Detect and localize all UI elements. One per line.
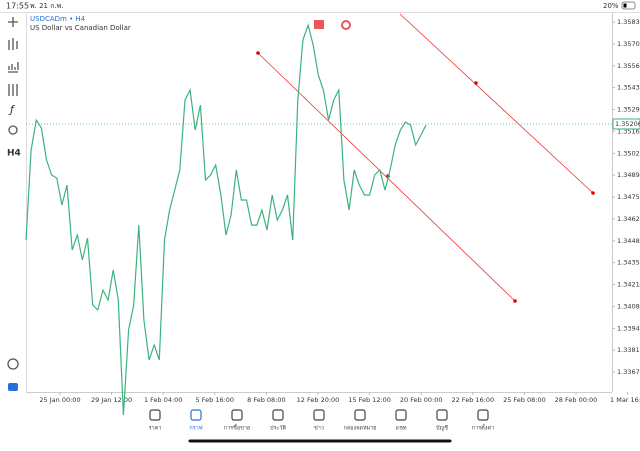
x-tick-label: 15 Feb 12:00 bbox=[348, 396, 391, 404]
y-tick-label: 1.35835 bbox=[617, 18, 640, 26]
tab-label[interactable]: การซื้อขาย bbox=[224, 424, 250, 432]
status-date: พ. 21 ก.พ. bbox=[30, 2, 64, 10]
tab-icon[interactable] bbox=[436, 409, 448, 421]
chart-type-tool[interactable] bbox=[8, 38, 18, 50]
x-tick-label: 12 Feb 20:00 bbox=[297, 396, 340, 404]
trend-point bbox=[513, 299, 517, 303]
tab-icon[interactable] bbox=[313, 409, 325, 421]
status-battery: 20% bbox=[603, 2, 619, 10]
y-tick-label: 1.33810 bbox=[617, 346, 640, 354]
tab-icon[interactable] bbox=[231, 409, 243, 421]
alert-tool[interactable] bbox=[7, 358, 19, 370]
volume-tool[interactable] bbox=[8, 62, 19, 73]
y-tick-label: 1.35295 bbox=[617, 106, 640, 114]
tab-label[interactable]: การตั้งค่า bbox=[472, 424, 494, 432]
left-toolbar: ƒ H4 bbox=[7, 17, 21, 391]
price-line bbox=[25, 23, 427, 416]
tab-icon[interactable] bbox=[395, 409, 407, 421]
x-tick-label: 29 Jan 12:00 bbox=[91, 396, 132, 404]
y-tick-label: 1.34215 bbox=[617, 281, 640, 289]
objects-tool[interactable] bbox=[8, 125, 18, 135]
y-tick-label: 1.35700 bbox=[617, 40, 640, 48]
x-tick-label: 25 Jan 00:00 bbox=[39, 396, 80, 404]
trade-marker[interactable] bbox=[341, 20, 351, 30]
tab-label[interactable]: ราคา bbox=[149, 426, 162, 432]
y-tick-label: 1.34890 bbox=[617, 171, 640, 179]
crosshair-tool[interactable] bbox=[8, 17, 18, 27]
tab-icon[interactable] bbox=[190, 409, 202, 421]
tab-icon[interactable] bbox=[477, 409, 489, 421]
battery-level bbox=[623, 3, 627, 8]
tab-icon[interactable] bbox=[272, 409, 284, 421]
y-tick-label: 1.33945 bbox=[617, 324, 640, 332]
trend-point bbox=[591, 191, 595, 195]
current-price-tag bbox=[612, 118, 640, 130]
y-tick-label: 1.34485 bbox=[617, 237, 640, 245]
y-tick-label: 1.33675 bbox=[617, 368, 640, 376]
y-tick-label: 1.35565 bbox=[617, 62, 640, 70]
x-tick-label: 5 Feb 16:00 bbox=[196, 396, 235, 404]
y-tick-label: 1.35160 bbox=[617, 127, 640, 135]
tab-icon[interactable] bbox=[149, 409, 161, 421]
chart-symbol: USDCADm • H4 bbox=[30, 15, 86, 23]
tab-icon[interactable] bbox=[354, 409, 366, 421]
status-time: 17:55 bbox=[6, 2, 29, 11]
trend-point bbox=[474, 81, 478, 85]
trade-marker[interactable] bbox=[314, 20, 324, 29]
x-tick-label: 8 Feb 08:00 bbox=[247, 396, 286, 404]
x-tick-label: 25 Feb 08:00 bbox=[503, 396, 546, 404]
chart-description: US Dollar vs Canadian Dollar bbox=[30, 24, 131, 32]
battery-icon bbox=[621, 1, 636, 10]
y-tick-label: 1.34350 bbox=[617, 259, 640, 267]
tab-label[interactable]: ประวัติ bbox=[270, 425, 286, 432]
indicators-tool[interactable]: ƒ bbox=[8, 103, 16, 116]
settings-tool[interactable] bbox=[8, 84, 18, 96]
tab-label[interactable]: บัญชี bbox=[436, 425, 448, 432]
x-tick-label: 28 Feb 00:00 bbox=[555, 396, 598, 404]
tab-label[interactable]: กราฟ bbox=[189, 425, 202, 432]
x-tick-label: 22 Feb 16:00 bbox=[451, 396, 494, 404]
y-tick-label: 1.34620 bbox=[617, 215, 640, 223]
current-price-label: 1.35206 bbox=[615, 120, 640, 128]
trend-line[interactable] bbox=[399, 13, 594, 194]
tab-label[interactable]: กล่องจดหมาย bbox=[343, 426, 376, 432]
y-tick-label: 1.35430 bbox=[617, 84, 640, 92]
y-tick-label: 1.34080 bbox=[617, 302, 640, 310]
x-tick-label: 1 Feb 04:00 bbox=[144, 396, 183, 404]
trend-lines bbox=[256, 13, 595, 303]
trend-line[interactable] bbox=[257, 52, 516, 302]
x-tick-label: 20 Feb 00:00 bbox=[400, 396, 443, 404]
logo bbox=[8, 383, 18, 391]
y-tick-label: 1.35025 bbox=[617, 149, 640, 157]
tab-label[interactable]: ข่าว bbox=[314, 426, 324, 432]
tab-label[interactable]: แชท bbox=[396, 425, 407, 432]
timeframe-button[interactable]: H4 bbox=[7, 149, 21, 159]
trend-point bbox=[256, 51, 260, 55]
x-tick-label: 1 Mar 16:0 bbox=[610, 396, 640, 404]
y-tick-label: 1.34755 bbox=[617, 193, 640, 201]
